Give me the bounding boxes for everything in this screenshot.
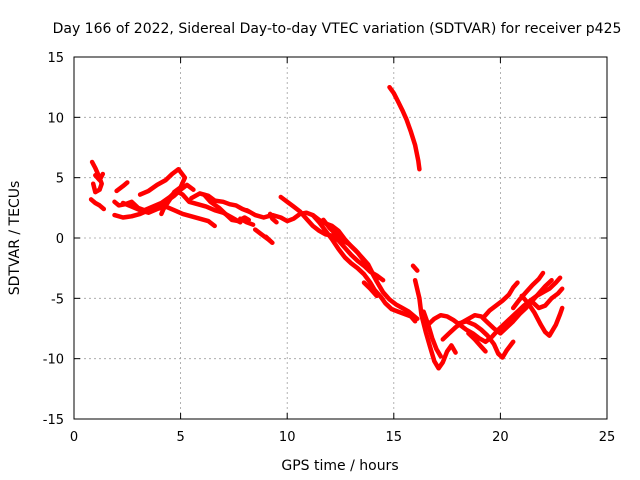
- series-track-2: [88, 197, 107, 212]
- series-track-7: [120, 200, 217, 229]
- axis-ticks: 0 5 10 15 20 25 -15 -10 -5 0 5 10 15: [43, 51, 616, 445]
- y-tick-label: 10: [47, 111, 64, 126]
- series-track-28: [510, 270, 546, 311]
- y-tick-label: -10: [43, 353, 64, 368]
- x-tick-label: 5: [176, 430, 184, 445]
- series-track-1: [89, 159, 104, 195]
- series-track-8: [137, 166, 188, 217]
- series-track-20: [410, 263, 420, 273]
- y-tick-label: 5: [56, 172, 64, 187]
- series-track-14: [267, 211, 279, 225]
- series-track-22: [421, 309, 443, 359]
- series-track-5: [114, 180, 130, 194]
- y-tick-label: 15: [47, 51, 64, 66]
- series-track-21: [412, 277, 458, 371]
- series-track-18: [361, 280, 379, 299]
- series-track-29: [519, 293, 565, 338]
- data-series: [88, 84, 565, 371]
- series-track-25: [455, 319, 516, 360]
- series-track-16: [310, 212, 418, 324]
- series-track-6: [112, 182, 196, 220]
- series-track-30: [530, 286, 565, 311]
- x-tick-label: 25: [599, 430, 616, 445]
- x-tick-label: 15: [386, 430, 403, 445]
- series-track-13: [252, 227, 275, 246]
- x-tick-label: 20: [492, 430, 509, 445]
- series-track-19: [387, 84, 422, 172]
- y-tick-label: -15: [43, 413, 64, 428]
- series-track-27: [481, 280, 520, 320]
- x-tick-label: 0: [70, 430, 78, 445]
- series-track-12: [244, 207, 420, 322]
- y-tick-label: -5: [51, 292, 64, 307]
- series-track-24: [440, 277, 554, 342]
- chart-title: Day 166 of 2022, Sidereal Day-to-day VTE…: [53, 21, 622, 37]
- series-track-17: [321, 217, 379, 282]
- series-track-3: [93, 171, 106, 183]
- x-axis-label: GPS time / hours: [281, 458, 398, 474]
- y-tick-label: 0: [56, 232, 64, 247]
- y-axis-label: SDTVAR / TECUs: [7, 181, 23, 296]
- x-tick-label: 10: [279, 430, 296, 445]
- series-track-11: [238, 216, 256, 227]
- series-track-26: [466, 331, 488, 354]
